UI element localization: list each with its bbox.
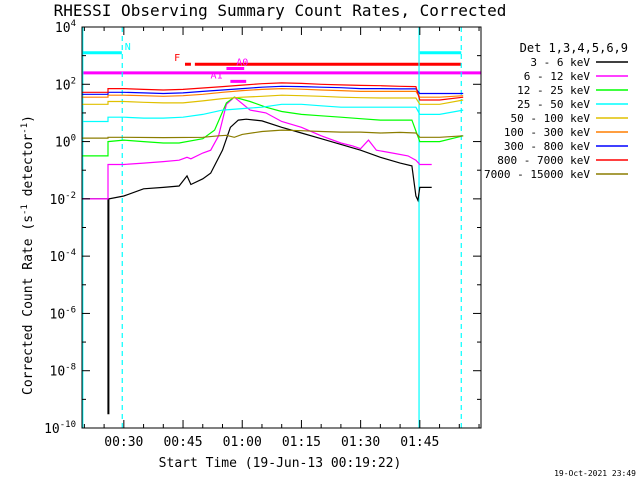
x-tick-label-3: 01:15 bbox=[282, 435, 321, 450]
y-label-sup1: -1 bbox=[20, 204, 30, 215]
series-line-4 bbox=[82, 94, 464, 105]
y-axis-label: Corrected Count Rate (s-1 detector-1) bbox=[20, 115, 36, 395]
legend-label-5: 100 - 300 keV bbox=[504, 126, 590, 139]
legend-label-3: 25 - 50 keV bbox=[517, 98, 590, 111]
x-tick-label-0: 00:30 bbox=[104, 435, 143, 450]
series-line-7 bbox=[82, 82, 464, 101]
chart-title: RHESSI Observing Summary Count Rates, Co… bbox=[54, 1, 507, 20]
x-tick-label-1: 00:45 bbox=[163, 435, 202, 450]
y-label-pre: Corrected Count Rate (s bbox=[21, 215, 36, 395]
legend-label-8: 7000 - 15000 keV bbox=[484, 168, 590, 181]
series-line-5 bbox=[82, 87, 464, 98]
legend-label-1: 6 - 12 keV bbox=[524, 70, 591, 83]
y-tick-label-4: 10-4 bbox=[50, 248, 77, 265]
legend-label-6: 300 - 800 keV bbox=[504, 140, 590, 153]
flag-label-0: N bbox=[125, 42, 131, 53]
flag-label-4: A1 bbox=[211, 70, 223, 81]
legend-title: Det 1,3,4,5,6,9 bbox=[520, 41, 628, 55]
series-line-6 bbox=[82, 85, 464, 95]
legend-label-7: 800 - 7000 keV bbox=[497, 154, 590, 167]
axes: 00:30 00:45 01:00 01:15 01:30 01:45 104 102 100 1… bbox=[44, 19, 482, 450]
y-tick-label-7: 10-10 bbox=[44, 420, 76, 437]
flag-bars: N F A0 A1 bbox=[82, 42, 481, 83]
flag-label-1: F bbox=[174, 53, 180, 64]
y-tick-label-3: 10-2 bbox=[50, 191, 77, 208]
y-tick-label-5: 10-6 bbox=[50, 305, 77, 322]
y-label-post: ) bbox=[21, 115, 36, 123]
x-tick-label-2: 01:00 bbox=[223, 435, 262, 450]
series-line-0 bbox=[82, 118, 432, 415]
y-tick-label-6: 10-8 bbox=[50, 363, 77, 380]
series-line-8 bbox=[82, 129, 464, 139]
x-axis-label: Start Time (19-Jun-13 00:19:22) bbox=[159, 456, 402, 471]
y-tick-label-2: 100 bbox=[55, 134, 76, 151]
date-stamp: 19-Oct-2021 23:49 bbox=[554, 469, 636, 478]
series-line-1 bbox=[82, 96, 432, 200]
y-tick-label-0: 104 bbox=[55, 19, 76, 36]
x-tick-label-5: 01:45 bbox=[400, 435, 439, 450]
series-line-3 bbox=[82, 103, 464, 123]
flag-label-3: A0 bbox=[236, 58, 248, 69]
legend-label-2: 12 - 25 keV bbox=[517, 84, 590, 97]
legend-label-4: 50 - 100 keV bbox=[511, 112, 591, 125]
x-tick-label-4: 01:30 bbox=[341, 435, 380, 450]
y-label-sup2: -1 bbox=[20, 123, 30, 134]
y-tick-label-1: 102 bbox=[55, 76, 76, 93]
series-line-2 bbox=[82, 96, 464, 157]
legend-label-0: 3 - 6 keV bbox=[530, 56, 590, 69]
series-lines bbox=[82, 82, 464, 415]
y-label-mid: detector bbox=[21, 134, 36, 205]
